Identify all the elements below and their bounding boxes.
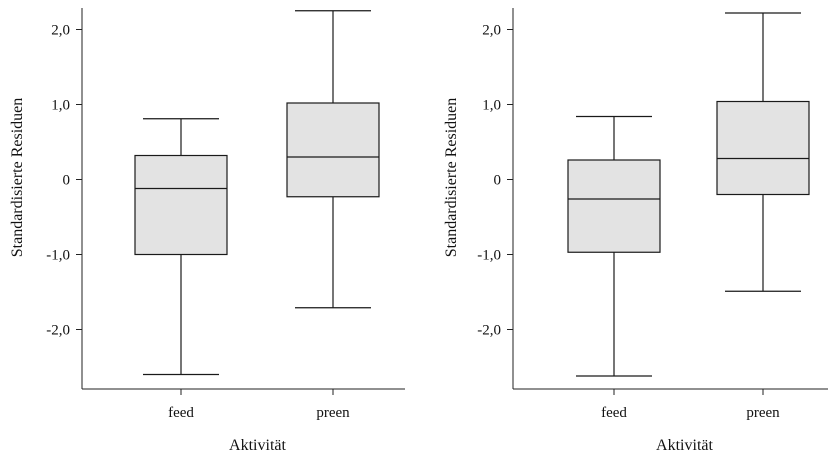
y-tick-label: 1,0 [51,98,70,114]
boxplot-panel-right: 2,0 1,0 0 -1,0 -2,0 feed preen Aktivität Standar… [443,8,828,454]
y-tick-label: -2,0 [477,323,501,339]
y-tick-label: 0 [63,173,71,189]
iqr-box [716,100,810,196]
iqr-box [286,102,380,198]
x-tick-label-preen: preen [316,405,350,421]
x-tick-label-feed: feed [168,405,194,421]
x-tick-label-preen: preen [746,405,780,421]
iqr-box [567,159,661,253]
y-tick-label: -1,0 [477,248,501,264]
y-tick-label: -1,0 [46,248,70,264]
y-axis-title: Standardisierte Residuen [443,98,460,258]
y-tick-label: 1,0 [482,98,501,114]
box-preen [716,12,810,292]
box-feed [567,115,661,377]
y-tick-label: 0 [494,173,502,189]
y-tick-label: 2,0 [51,23,70,39]
y-tick-label: -2,0 [46,323,70,339]
x-tick-label-feed: feed [601,405,627,421]
box-preen [286,10,380,309]
iqr-box [134,154,228,256]
y-tick-label: 2,0 [482,23,501,39]
x-axis-title: Aktivität [656,437,713,454]
boxplot-panel-left: 2,0 1,0 0 -1,0 -2,0 feed preen Aktivität Standar… [9,8,405,454]
box-feed [134,118,228,376]
y-axis-title: Standardisierte Residuen [9,98,26,258]
x-axis-title: Aktivität [229,437,286,454]
